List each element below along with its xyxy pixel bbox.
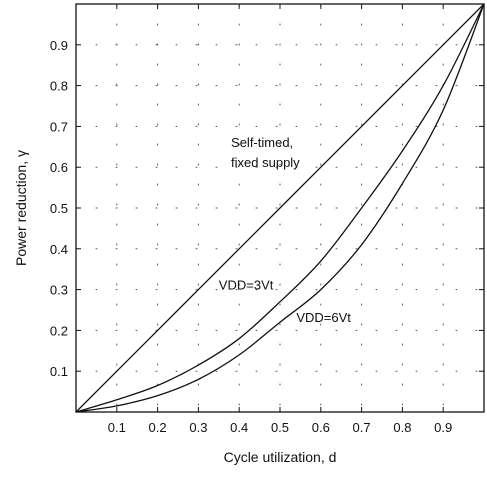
y-tick-label: 0.1	[50, 364, 68, 379]
x-tick-label: 0.8	[393, 420, 411, 435]
x-tick-label: 0.6	[312, 420, 330, 435]
x-tick-label: 0.2	[149, 420, 167, 435]
annotation-2: VDD=3Vt	[219, 278, 274, 293]
annotation-text: Self-timed,	[231, 135, 293, 150]
y-axis-title: Power reduction, γ	[13, 150, 29, 266]
y-tick-label: 0.2	[50, 323, 68, 338]
annotation-1: Self-timed, fixed supply	[231, 135, 300, 170]
x-tick-label: 0.3	[189, 420, 207, 435]
y-tick-label: 0.8	[50, 79, 68, 94]
y-tick-label: 0.5	[50, 201, 68, 216]
y-tick-label: 0.7	[50, 119, 68, 134]
ticks: 0.1 0.2 0.3 0.4 0.5 0.6 0.7 0.8 0.9 0.1 0.2 0.3 0.4 0…	[50, 4, 484, 435]
y-tick-label: 0.9	[50, 38, 68, 53]
grid	[75, 3, 485, 413]
y-tick-label: 0.3	[50, 283, 68, 298]
x-tick-label: 0.4	[230, 420, 248, 435]
series-line-2	[75, 3, 485, 413]
series	[75, 3, 485, 413]
annotation-3: VDD=6Vt	[296, 310, 351, 325]
x-tick-label: 0.5	[271, 420, 289, 435]
series-line-1	[75, 3, 485, 413]
annotation-text: VDD=3Vt	[219, 278, 274, 293]
annotation-text: VDD=6Vt	[296, 310, 351, 325]
x-axis-title: Cycle utilization, d	[224, 449, 337, 465]
x-tick-label: 0.1	[108, 420, 126, 435]
y-tick-label: 0.6	[50, 160, 68, 175]
series-line-3	[75, 3, 485, 413]
annotations: Self-timed, fixed supply VDD=3Vt VDD=6Vt	[219, 135, 351, 325]
y-tick-label: 0.4	[50, 242, 68, 257]
x-tick-label: 0.9	[434, 420, 452, 435]
x-tick-label: 0.7	[353, 420, 371, 435]
annotation-text: fixed supply	[231, 155, 300, 170]
